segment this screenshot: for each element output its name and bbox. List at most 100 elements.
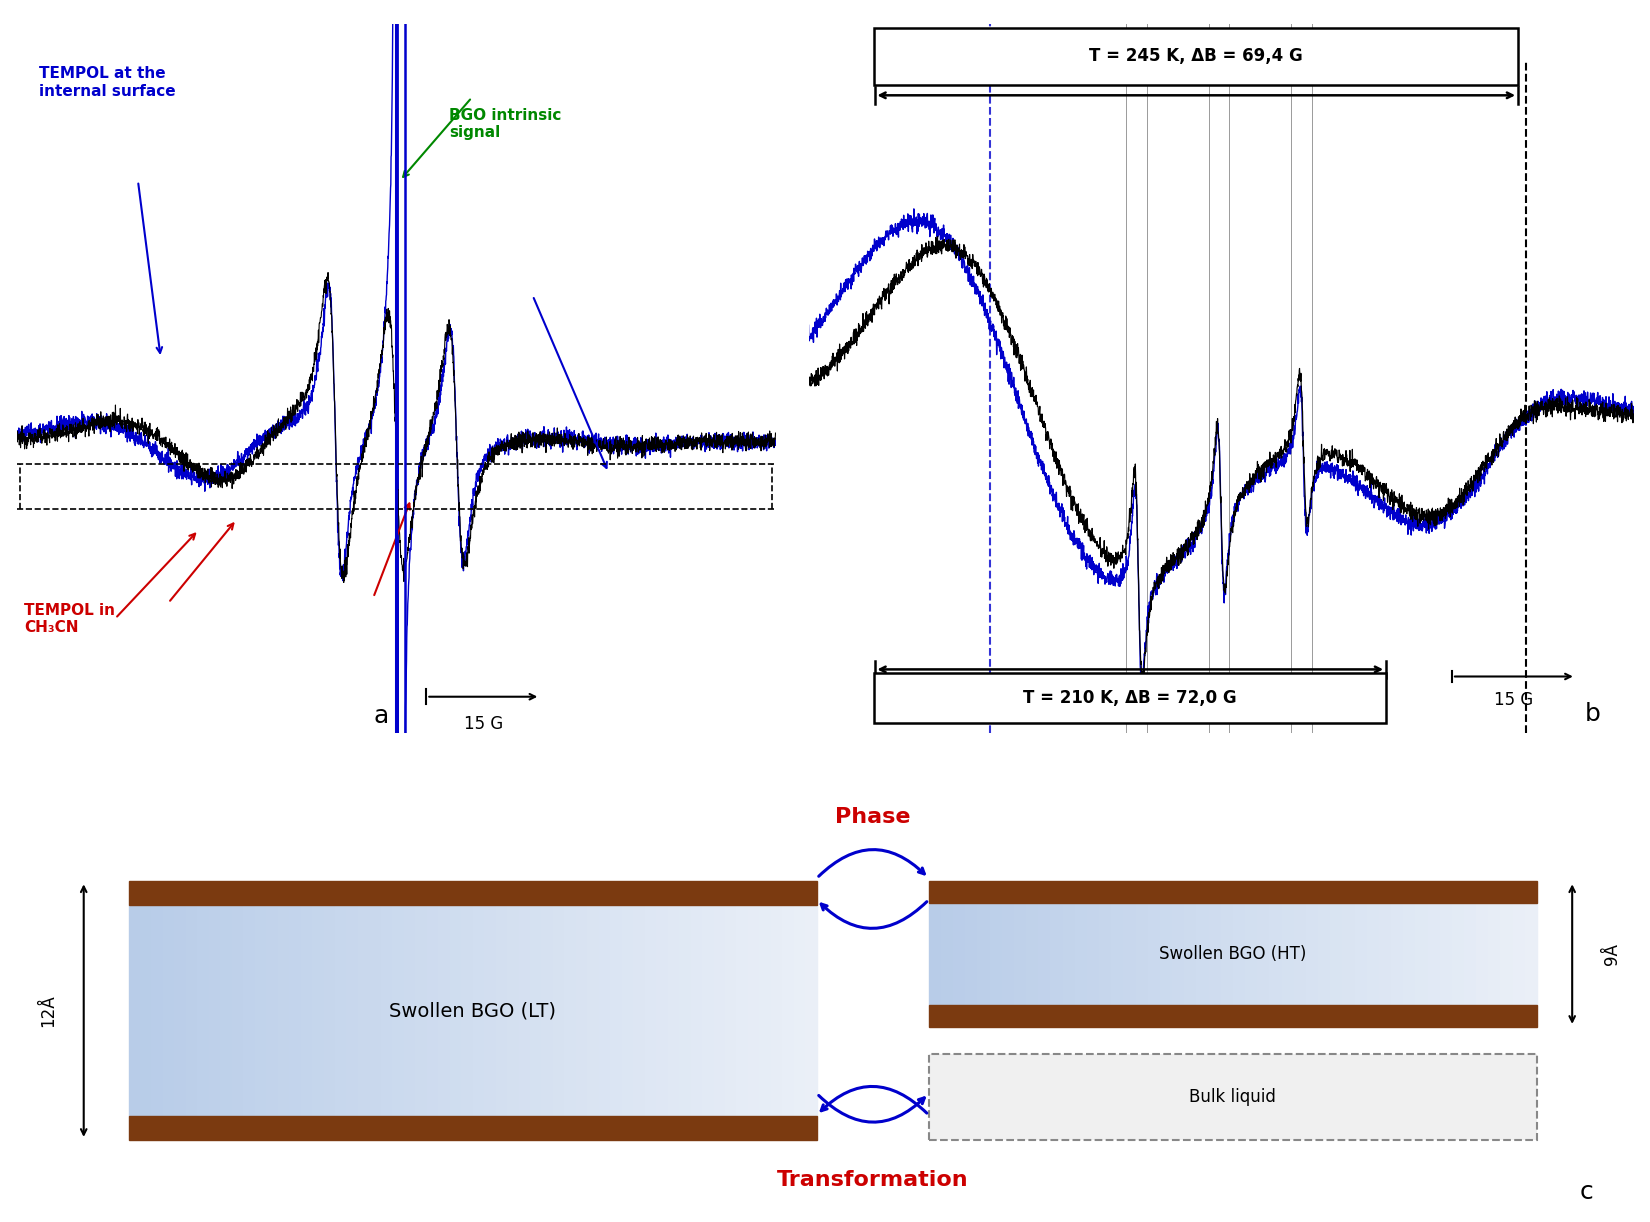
Bar: [736, 906, 747, 1116]
Bar: [393, 906, 404, 1116]
Bar: [1269, 903, 1282, 1006]
Bar: [940, 903, 954, 1006]
Text: 15 G: 15 G: [464, 716, 503, 733]
Bar: [427, 906, 439, 1116]
Bar: [1087, 903, 1099, 1006]
Text: 9Å: 9Å: [1604, 943, 1622, 965]
Bar: [1196, 903, 1208, 1006]
Bar: [1402, 903, 1416, 1006]
Bar: [929, 903, 940, 1006]
Bar: [1464, 903, 1477, 1006]
Bar: [668, 906, 680, 1116]
Bar: [1110, 903, 1124, 1006]
Bar: [1015, 903, 1026, 1006]
Bar: [312, 906, 323, 1116]
Bar: [266, 906, 277, 1116]
Bar: [929, 1006, 1538, 1026]
Bar: [724, 906, 736, 1116]
Text: a: a: [373, 704, 388, 728]
Bar: [564, 906, 576, 1116]
FancyBboxPatch shape: [874, 673, 1386, 722]
Bar: [358, 906, 370, 1116]
Bar: [1233, 903, 1246, 1006]
Bar: [1257, 903, 1269, 1006]
Bar: [1221, 903, 1233, 1006]
Bar: [622, 906, 634, 1116]
Bar: [1148, 903, 1160, 1006]
Bar: [759, 906, 771, 1116]
Bar: [1343, 903, 1355, 1006]
Bar: [1160, 903, 1171, 1006]
Bar: [645, 906, 657, 1116]
Text: Phase: Phase: [835, 807, 911, 827]
Bar: [1172, 903, 1185, 1006]
Bar: [1366, 903, 1379, 1006]
Bar: [929, 881, 1538, 903]
Bar: [610, 906, 622, 1116]
Bar: [140, 906, 152, 1116]
Text: TEMPOL in
CH₃CN: TEMPOL in CH₃CN: [25, 602, 116, 635]
FancyBboxPatch shape: [874, 28, 1518, 84]
Bar: [346, 906, 358, 1116]
Bar: [289, 906, 300, 1116]
Bar: [587, 906, 599, 1116]
Bar: [713, 906, 724, 1116]
Bar: [1185, 903, 1196, 1006]
Bar: [231, 906, 243, 1116]
Bar: [129, 881, 817, 906]
Bar: [243, 906, 254, 1116]
Bar: [1513, 903, 1525, 1006]
Text: b: b: [1584, 703, 1600, 726]
Bar: [404, 906, 416, 1116]
Bar: [507, 906, 518, 1116]
Bar: [1500, 903, 1513, 1006]
Bar: [439, 906, 450, 1116]
Bar: [1063, 903, 1074, 1006]
Bar: [381, 906, 393, 1116]
Bar: [483, 906, 495, 1116]
Text: 15 G: 15 G: [1495, 690, 1533, 709]
Bar: [1051, 903, 1063, 1006]
Bar: [747, 906, 759, 1116]
Bar: [1124, 903, 1135, 1006]
Bar: [634, 906, 645, 1116]
Bar: [1294, 903, 1305, 1006]
Bar: [300, 906, 312, 1116]
Bar: [460, 906, 472, 1116]
Bar: [198, 906, 210, 1116]
Bar: [1391, 903, 1402, 1006]
Bar: [1330, 903, 1343, 1006]
Bar: [323, 906, 335, 1116]
Bar: [152, 906, 163, 1116]
Text: T = 245 K, ΔB = 69,4 G: T = 245 K, ΔB = 69,4 G: [1089, 48, 1304, 65]
Bar: [1440, 903, 1452, 1006]
Bar: [1525, 903, 1538, 1006]
Bar: [370, 906, 381, 1116]
Bar: [450, 906, 460, 1116]
Bar: [495, 906, 507, 1116]
Bar: [553, 906, 564, 1116]
Bar: [1002, 903, 1015, 1006]
Bar: [1379, 903, 1391, 1006]
Text: Swollen BGO (HT): Swollen BGO (HT): [1160, 945, 1307, 963]
Text: Transformation: Transformation: [777, 1169, 969, 1190]
Text: TEMPOL at the
internal surface: TEMPOL at the internal surface: [40, 66, 177, 99]
Bar: [175, 906, 186, 1116]
Bar: [657, 906, 668, 1116]
Bar: [1208, 903, 1221, 1006]
Bar: [1026, 903, 1038, 1006]
Bar: [794, 906, 805, 1116]
Bar: [129, 1116, 817, 1140]
Bar: [680, 906, 691, 1116]
Text: BGO intrinsic
signal: BGO intrinsic signal: [449, 108, 561, 141]
Text: T = 210 K, ΔB = 72,0 G: T = 210 K, ΔB = 72,0 G: [1023, 689, 1238, 706]
Bar: [1246, 903, 1257, 1006]
Bar: [186, 906, 198, 1116]
Bar: [990, 903, 1002, 1006]
FancyBboxPatch shape: [929, 1053, 1538, 1140]
Bar: [277, 906, 289, 1116]
Bar: [771, 906, 782, 1116]
Bar: [1135, 903, 1148, 1006]
Bar: [782, 906, 794, 1116]
Bar: [691, 906, 701, 1116]
